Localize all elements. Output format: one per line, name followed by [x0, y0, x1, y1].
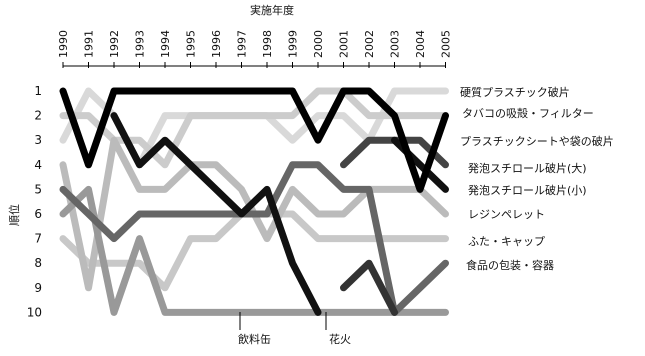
- y-tick-label: 7: [34, 232, 42, 246]
- y-tick-label: 2: [34, 109, 42, 123]
- y-ticks: 1 2 3 4 5 6 7 8 9 10: [27, 84, 42, 319]
- x-tick-label: 1990: [57, 30, 70, 58]
- series-label: レジンペレット: [468, 208, 545, 221]
- y-tick-label: 8: [34, 256, 42, 270]
- series-label: ふた・キャップ: [468, 235, 545, 248]
- x-tick-label: 1997: [236, 30, 249, 58]
- x-tick-label: 1996: [210, 30, 223, 58]
- series-label: 発泡スチロール破片(大): [468, 161, 587, 175]
- series-line: [59, 87, 449, 193]
- x-tick-label: 1995: [185, 30, 198, 58]
- y-tick-label: 4: [34, 158, 42, 172]
- x-tick-label: 2001: [338, 30, 351, 58]
- x-ticks: 1990 1991 1992 1993 1994 1995 1996 1997 1998 1999…: [57, 30, 453, 68]
- y-tick-label: 3: [34, 133, 42, 147]
- x-tick-label: 2004: [414, 30, 427, 58]
- y-tick-label: 9: [34, 281, 42, 295]
- series-labels: 硬質プラスチック破片タバコの吸殻・フィルタープラスチックシートや袋の破片発泡スチ…: [238, 85, 614, 346]
- y-tick-label: 6: [34, 207, 42, 221]
- plot-area: [59, 87, 449, 316]
- y-axis-title: 順位: [7, 204, 21, 226]
- series-line: [59, 185, 449, 316]
- series-label: 発泡スチロール破片(小): [468, 183, 587, 197]
- x-tick-label: 1992: [108, 30, 121, 58]
- y-tick-label: 10: [27, 305, 42, 319]
- series-label: プラスチックシートや袋の破片: [460, 134, 614, 148]
- x-tick-label: 2003: [389, 30, 402, 58]
- y-tick-label: 1: [34, 84, 42, 98]
- series-line: [110, 112, 322, 316]
- series-line: [59, 161, 449, 316]
- series-label: 食品の包装・容器: [466, 258, 554, 272]
- x-tick-label: 1998: [261, 30, 274, 58]
- x-axis-title: 実施年度: [250, 3, 294, 17]
- series-line: [340, 259, 398, 316]
- annotation-label: 飲料缶: [238, 332, 271, 346]
- x-tick-label: 2000: [312, 30, 325, 58]
- x-tick-label: 2005: [440, 30, 453, 58]
- x-tick-label: 2002: [363, 30, 376, 58]
- x-tick-label: 1993: [134, 30, 147, 58]
- y-tick-label: 5: [34, 182, 42, 196]
- x-tick-label: 1994: [159, 30, 172, 58]
- x-tick-label: 1991: [83, 30, 96, 58]
- x-tick-label: 1999: [287, 30, 300, 58]
- series-label: 硬質プラスチック破片: [460, 85, 570, 99]
- series-label: タバコの吸殻・フィルター: [462, 106, 594, 120]
- annotation-label: 花火: [329, 333, 351, 346]
